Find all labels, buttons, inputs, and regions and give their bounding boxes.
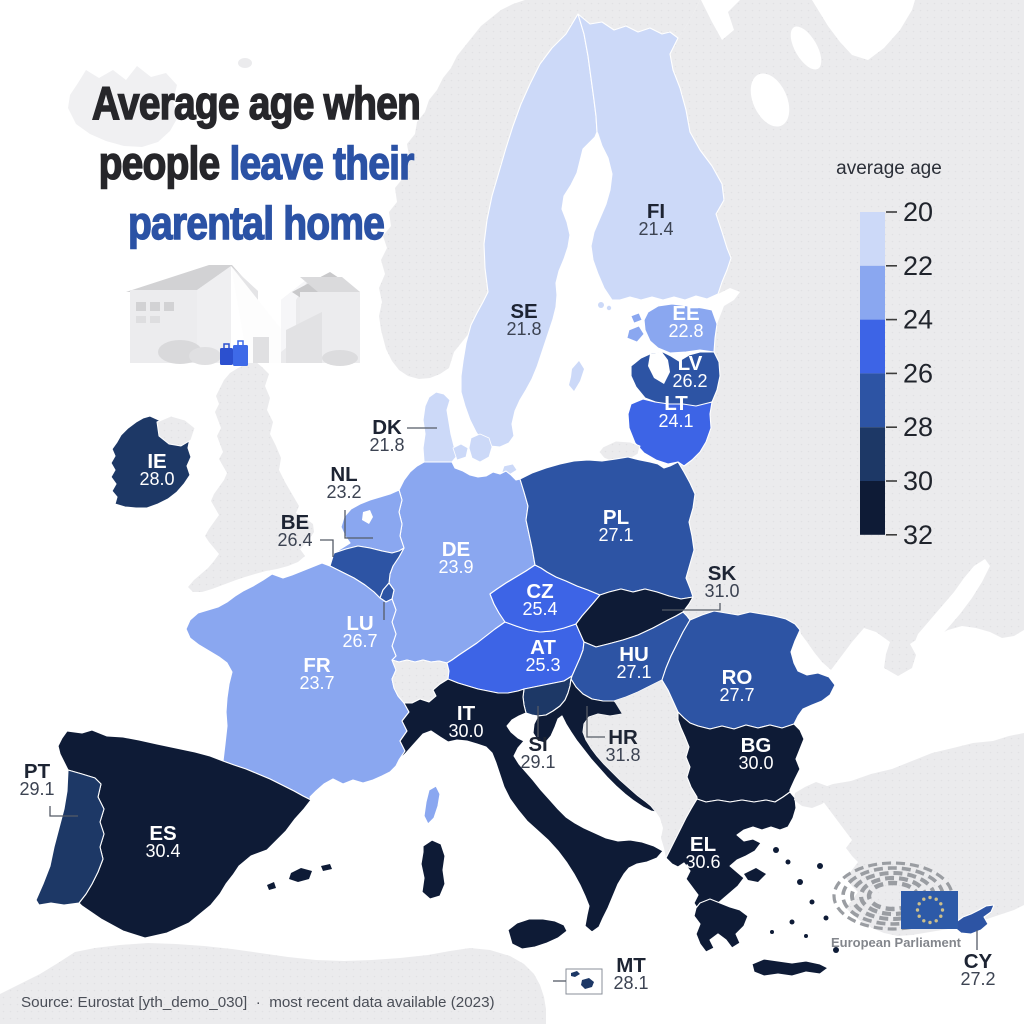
svg-text:SK: SK <box>708 562 737 585</box>
svg-text:IE: IE <box>147 450 166 473</box>
svg-text:FI: FI <box>647 200 665 223</box>
svg-text:29.1: 29.1 <box>19 779 54 799</box>
svg-text:26.2: 26.2 <box>672 371 707 391</box>
svg-text:25.4: 25.4 <box>522 599 557 619</box>
svg-text:BG: BG <box>741 734 772 757</box>
svg-text:MT: MT <box>616 954 646 977</box>
svg-text:BE: BE <box>281 511 309 534</box>
svg-text:23.7: 23.7 <box>299 673 334 693</box>
svg-text:30.0: 30.0 <box>448 721 483 741</box>
svg-text:32: 32 <box>903 520 933 550</box>
svg-text:CY: CY <box>964 950 993 973</box>
svg-text:26.4: 26.4 <box>277 530 312 550</box>
svg-text:LU: LU <box>346 612 373 635</box>
svg-text:27.2: 27.2 <box>960 969 995 989</box>
svg-text:European Parliament: European Parliament <box>831 935 962 950</box>
svg-text:30.4: 30.4 <box>145 841 180 861</box>
svg-text:PT: PT <box>24 760 51 783</box>
svg-text:PL: PL <box>603 506 629 529</box>
svg-text:21.8: 21.8 <box>369 435 404 455</box>
svg-text:parental home: parental home <box>128 198 384 250</box>
svg-text:20: 20 <box>903 197 933 227</box>
svg-text:27.1: 27.1 <box>616 662 651 682</box>
svg-text:HR: HR <box>608 726 638 749</box>
svg-text:26.7: 26.7 <box>342 631 377 651</box>
svg-text:CZ: CZ <box>526 580 553 603</box>
svg-text:SE: SE <box>510 300 537 323</box>
svg-text:21.4: 21.4 <box>638 219 673 239</box>
svg-text:DE: DE <box>442 538 470 561</box>
svg-text:HU: HU <box>619 643 649 666</box>
svg-text:28.0: 28.0 <box>139 469 174 489</box>
svg-text:24: 24 <box>903 305 933 335</box>
svg-text:average age: average age <box>836 158 942 179</box>
svg-text:LT: LT <box>664 392 688 415</box>
svg-text:31.0: 31.0 <box>704 581 739 601</box>
svg-text:30: 30 <box>903 466 933 496</box>
svg-text:AT: AT <box>530 636 556 659</box>
svg-text:24.1: 24.1 <box>658 411 693 431</box>
svg-text:23.9: 23.9 <box>438 557 473 577</box>
svg-text:DK: DK <box>372 416 402 439</box>
svg-text:30.0: 30.0 <box>738 753 773 773</box>
svg-text:21.8: 21.8 <box>506 319 541 339</box>
svg-text:28.1: 28.1 <box>613 973 648 993</box>
svg-text:Average age when: Average age when <box>92 78 420 130</box>
svg-text:people leave their: people leave their <box>99 138 414 190</box>
svg-text:23.2: 23.2 <box>326 482 361 502</box>
svg-text:27.1: 27.1 <box>598 525 633 545</box>
svg-text:LV: LV <box>678 352 703 375</box>
svg-text:SI: SI <box>528 733 547 756</box>
svg-text:29.1: 29.1 <box>520 752 555 772</box>
svg-text:ES: ES <box>149 822 176 845</box>
svg-text:31.8: 31.8 <box>605 745 640 765</box>
svg-text:26: 26 <box>903 358 933 388</box>
svg-text:22: 22 <box>903 251 933 281</box>
svg-text:Source: Eurostat [yth_demo_030: Source: Eurostat [yth_demo_030] · most r… <box>21 994 495 1011</box>
svg-text:RO: RO <box>722 666 753 689</box>
svg-text:EL: EL <box>690 833 716 856</box>
svg-text:EE: EE <box>672 302 699 325</box>
svg-text:FR: FR <box>303 654 331 677</box>
svg-text:NL: NL <box>330 463 357 486</box>
svg-text:28: 28 <box>903 412 933 442</box>
svg-text:IT: IT <box>457 702 476 725</box>
svg-text:22.8: 22.8 <box>668 321 703 341</box>
svg-text:27.7: 27.7 <box>719 685 754 705</box>
svg-text:25.3: 25.3 <box>525 655 560 675</box>
svg-text:30.6: 30.6 <box>685 852 720 872</box>
